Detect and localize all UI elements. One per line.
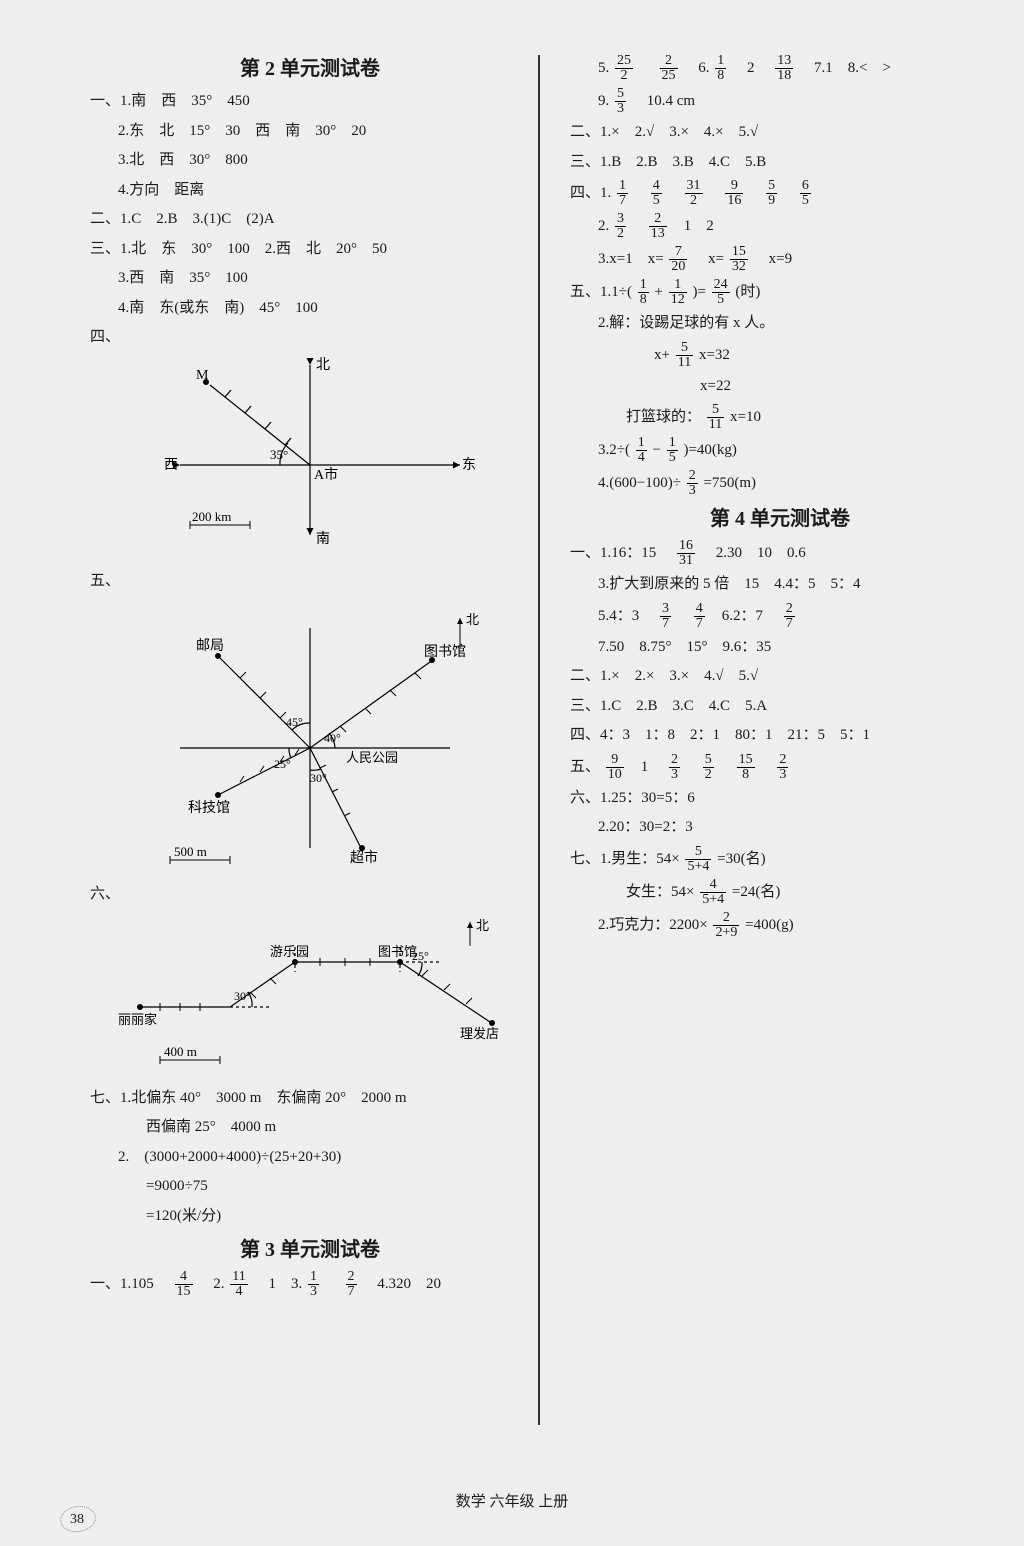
d4-scale: 200 km: [192, 509, 231, 524]
u3s1-f3: 13: [308, 1270, 319, 1299]
u2-s3-4: 4.南 东(或东 南) 45° 100: [90, 296, 530, 322]
page: 第 2 单元测试卷 一、1.南 西 35° 450 2.东 北 15° 30 西…: [0, 0, 1024, 1546]
u3-s2: 二、1.× 2.√ 3.× 4.× 5.√: [570, 120, 990, 146]
u3-s5eq: 五、1.1÷( 18 + 112 )= 245 (时): [570, 278, 990, 307]
d5-tech: 科技馆: [188, 800, 230, 816]
u2-s4: 四、: [90, 325, 530, 351]
d5-a30: 30°: [310, 771, 327, 785]
u2-s3-1: 三、1.北 东 30° 100 2.西 北 20° 50: [90, 237, 530, 263]
d5-scale: 500 m: [174, 844, 207, 859]
u3-s5-2d: 打篮球的： 511 x=10: [570, 403, 990, 432]
u2-s7-1: 七、1.北偏东 40° 3000 m 东偏南 20° 2000 m: [90, 1086, 530, 1112]
u4-s1-3: 3.扩大到原来的 5 倍 15 4.4：5 5：4: [570, 572, 990, 598]
d6-yly: 游乐园: [270, 944, 309, 959]
unit2-title: 第 2 单元测试卷: [90, 52, 530, 81]
u3s1-pre: 一、1.105: [90, 1276, 169, 1292]
diagram-6: 北 游乐园 图书馆 丽丽家 理发店 30° 25° 400 m: [100, 912, 520, 1082]
u2-s1-4: 4.方向 距离: [90, 178, 530, 204]
d6-ll: 丽丽家: [118, 1012, 157, 1027]
d4-s: 南: [316, 531, 330, 547]
u3s1-f4: 27: [346, 1270, 357, 1299]
d6-a25: 25°: [412, 949, 429, 963]
d6-scale: 400 m: [164, 1044, 197, 1059]
u2-s3-3: 3.西 南 35° 100: [90, 266, 530, 292]
u4-s7-2: 2.巧克力：2200× 22+9 =400(g): [570, 911, 990, 940]
u2-s1-1: 一、1.南 西 35° 450: [90, 89, 530, 115]
u2-s5: 五、: [90, 569, 530, 595]
d5-n: 北: [466, 612, 479, 627]
u4-s4: 四、4：3 1：8 2：1 80：1 21：5 5：1: [570, 723, 990, 749]
u4-s6-1: 六、1.25：30=5：6: [570, 786, 990, 812]
u3-s1: 一、1.105 415 2. 114 1 3. 13 27 4.320 20: [90, 1270, 530, 1299]
u4-s6-2: 2.20：30=2：3: [570, 815, 990, 841]
u2-s1-2: 2.东 北 15° 30 西 南 30° 20: [90, 119, 530, 145]
d4-A: A市: [314, 466, 338, 483]
u4-s1-7: 7.50 8.75° 15° 9.6：35: [570, 635, 990, 661]
u4-s7-1: 七、1.男生：54× 55+4 =30(名): [570, 845, 990, 874]
d6-a30: 30°: [234, 989, 251, 1003]
u4-s7-1b: 女生：54× 45+4 =24(名): [570, 878, 990, 907]
d6-n: 北: [476, 918, 489, 933]
u3-s5-2c: x=22: [570, 374, 990, 400]
u4-s5: 五、 910 1 23 52 158 23: [570, 753, 990, 782]
page-footer: 数学 六年级 上册: [0, 1490, 1024, 1511]
left-column: 第 2 单元测试卷 一、1.南 西 35° 450 2.东 北 15° 30 西…: [90, 50, 530, 1303]
d5-a45: 45°: [286, 715, 303, 729]
u3-s4-2: 2. 32 213 1 2: [570, 212, 990, 241]
d4-e: 东: [462, 457, 476, 473]
u2-s6: 六、: [90, 882, 530, 908]
page-spine: [538, 55, 540, 1425]
page-number: 38: [70, 1512, 84, 1528]
u2-s7-2: 2. (3000+2000+4000)÷(25+20+30): [90, 1145, 530, 1171]
d5-park: 人民公园: [346, 750, 398, 765]
u4-s2: 二、1.× 2.× 3.× 4.√ 5.√: [570, 664, 990, 690]
u2-s7-1b: 西偏南 25° 4000 m: [90, 1115, 530, 1141]
d5-a40: 40°: [324, 731, 341, 745]
u4-s3: 三、1.C 2.B 3.C 4.C 5.A: [570, 694, 990, 720]
d5-po: 邮局: [196, 638, 224, 654]
u3-s4-3: 3.x=1 x= 720 x= 1532 x=9: [570, 245, 990, 274]
u3-s4-1: 四、1. 17 45 312 916 59 65: [570, 179, 990, 208]
u3-s3: 三、1.B 2.B 3.B 4.C 5.B: [570, 150, 990, 176]
d5-lib: 图书馆: [424, 644, 466, 660]
u2-s1-3: 3.北 西 30° 800: [90, 148, 530, 174]
d4-n: 北: [316, 357, 330, 373]
d5-a25: 25°: [274, 757, 291, 771]
u3-s5-3: 3.2÷( 14 − 15 )=40(kg): [570, 436, 990, 465]
diagram-5: 北 邮局 图书馆 科技馆 超市 人民公园 45° 40° 25° 30° 500…: [110, 598, 510, 878]
d4-ang: 35°: [270, 447, 288, 462]
u2-s7-2b: =9000÷75: [90, 1174, 530, 1200]
u3-s5-2a: 2.解：设踢足球的有 x 人。: [570, 311, 990, 337]
d4-w: 西: [164, 458, 178, 473]
u2-s2: 二、1.C 2.B 3.(1)C (2)A: [90, 207, 530, 233]
u4-s1-5: 5.4：3 37 47 6.2：7 27: [570, 602, 990, 631]
u3-s9: 9. 53 10.4 cm: [570, 87, 990, 116]
diagram-4: M A市 35° 北 南 西 东 200 km: [130, 355, 490, 565]
u3-s5: 5. 252 225 6. 18 2 1318 7.1 8.< >: [570, 54, 990, 83]
d4-M: M: [196, 368, 209, 383]
d6-lf: 理发店: [460, 1026, 499, 1041]
u3-s5-2b: x+ 511 x=32: [570, 341, 990, 370]
u3-s5-4: 4.(600−100)÷ 23 =750(m): [570, 469, 990, 498]
unit3-title: 第 3 单元测试卷: [90, 1233, 530, 1262]
u4-s1-1: 一、1.16：15 1631 2.30 10 0.6: [570, 539, 990, 568]
u3s1-f1: 415: [175, 1270, 193, 1299]
d5-mkt: 超市: [350, 849, 378, 866]
unit4-title: 第 4 单元测试卷: [570, 502, 990, 531]
u3s1-f2: 114: [230, 1270, 247, 1299]
u2-s7-2c: =120(米/分): [90, 1204, 530, 1230]
right-column: 5. 252 225 6. 18 2 1318 7.1 8.< > 9. 53 …: [570, 50, 990, 944]
